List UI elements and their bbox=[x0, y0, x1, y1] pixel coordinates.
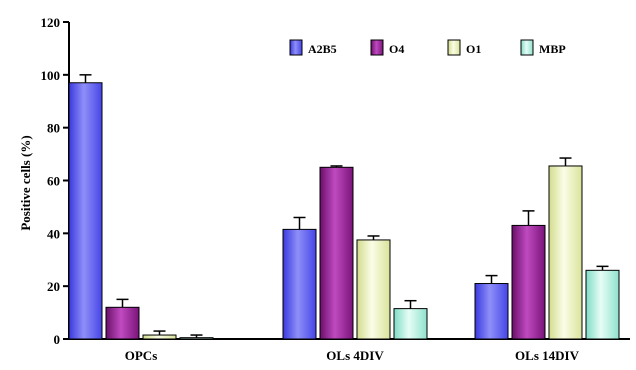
legend-swatch-o1 bbox=[447, 39, 461, 56]
legend-label-o4: O4 bbox=[389, 42, 404, 56]
x-tick-label: OPCs bbox=[125, 348, 158, 363]
bar-o4-1 bbox=[319, 166, 354, 340]
y-tick-label: 120 bbox=[41, 15, 61, 30]
bar-mbp-0 bbox=[179, 337, 214, 340]
bar-mbp-2 bbox=[585, 269, 620, 340]
plot-area: 0 20 40 60 80 100 120 OPCs OLs 4DIV OLs 14DIV bbox=[41, 15, 630, 363]
x-tick-label: OLs 4DIV bbox=[326, 348, 384, 363]
y-tick-label: 100 bbox=[41, 68, 61, 83]
legend: A2B5 O4 O1 MBP bbox=[289, 39, 566, 56]
y-tick-label: 20 bbox=[47, 279, 60, 294]
bar-a2b5-2 bbox=[474, 283, 509, 340]
bar-a2b5-0 bbox=[68, 82, 103, 340]
legend-label-mbp: MBP bbox=[539, 42, 566, 56]
legend-label-o1: O1 bbox=[466, 42, 481, 56]
y-axis-label: Positive cells (%) bbox=[18, 135, 33, 230]
bar-o1-0 bbox=[142, 334, 177, 340]
x-tick-label: OLs 14DIV bbox=[515, 348, 580, 363]
legend-swatch-o4 bbox=[370, 39, 384, 56]
y-tick-label: 60 bbox=[47, 174, 60, 189]
bar-o1-2 bbox=[548, 165, 583, 340]
y-tick-label: 80 bbox=[47, 121, 60, 136]
y-tick-label: 0 bbox=[54, 332, 61, 347]
legend-label-a2b5: A2B5 bbox=[308, 42, 337, 56]
bar-a2b5-1 bbox=[282, 228, 317, 340]
bar-o4-2 bbox=[511, 224, 546, 340]
bar-mbp-1 bbox=[393, 308, 428, 340]
bar-o4-0 bbox=[105, 306, 140, 340]
legend-swatch-a2b5 bbox=[289, 39, 303, 56]
legend-swatch-mbp bbox=[520, 39, 534, 56]
bar-o1-1 bbox=[356, 239, 391, 340]
y-tick-label: 40 bbox=[47, 226, 60, 241]
